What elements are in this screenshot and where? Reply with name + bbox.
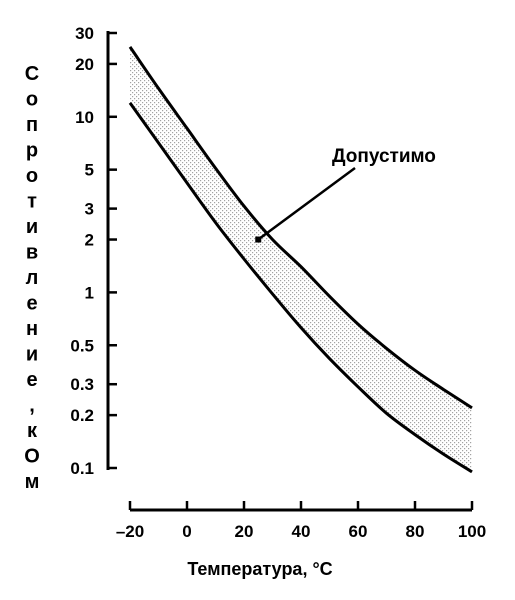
y-tick-label: 0.2 bbox=[70, 406, 94, 425]
y-axis-title-char: в bbox=[26, 242, 38, 264]
curves bbox=[128, 46, 473, 474]
upper-limit-curve bbox=[128, 46, 473, 410]
y-axis-title-char: к bbox=[27, 420, 38, 442]
allowed-band-area bbox=[130, 46, 472, 472]
x-tick-label: 80 bbox=[406, 522, 425, 541]
y-tick-label: 0.5 bbox=[70, 336, 94, 355]
y-axis-title-char: м bbox=[25, 471, 40, 493]
y-tick-label: 2 bbox=[85, 231, 94, 250]
y-axis-title-char: е bbox=[26, 369, 37, 391]
annotation-pointer bbox=[255, 236, 262, 243]
y-tick-label: 3 bbox=[85, 200, 94, 219]
y-axis-title-char: о bbox=[26, 89, 38, 111]
y-tick-label: 20 bbox=[75, 55, 94, 74]
y-tick-label: 0.1 bbox=[70, 459, 94, 478]
annotations: Допустимо bbox=[255, 146, 436, 243]
y-axis-title-char: н bbox=[26, 318, 38, 340]
y-axis-title-char: и bbox=[26, 344, 38, 366]
y-axis-title-char: е bbox=[26, 293, 37, 315]
x-tick-label: 20 bbox=[235, 522, 254, 541]
x-tick-label: 0 bbox=[182, 522, 191, 541]
y-tick-label: 30 bbox=[75, 24, 94, 43]
y-tick-label: 10 bbox=[75, 108, 94, 127]
allowed-band-fill bbox=[130, 46, 472, 472]
y-axis-title-char: о bbox=[26, 165, 38, 187]
annotation-label: Допустимо bbox=[332, 146, 436, 167]
y-tick-label: 0.3 bbox=[70, 375, 94, 394]
y-axis-title-char: п bbox=[26, 114, 38, 136]
y-axis-title-char: О bbox=[24, 446, 40, 468]
y-axis-title-char: р bbox=[26, 140, 38, 162]
x-axis-title: Температура, °С bbox=[187, 559, 332, 579]
lower-limit-curve bbox=[128, 102, 473, 474]
y-axis-title-char: т bbox=[27, 191, 37, 213]
y-axis-title-char: , bbox=[29, 395, 35, 417]
x-axis: –20 0 20 40 60 80 100 bbox=[116, 501, 486, 541]
x-tick-label: 100 bbox=[458, 522, 486, 541]
y-tick-label: 5 bbox=[85, 161, 94, 180]
x-tick-label: 40 bbox=[292, 522, 311, 541]
y-axis: 0.1 0.2 0.3 0.5 1 2 3 5 10 20 30 bbox=[70, 24, 117, 478]
x-tick-label: –20 bbox=[116, 522, 144, 541]
annotation-leader-line bbox=[257, 166, 356, 241]
y-axis-title-char: и bbox=[26, 216, 38, 238]
x-tick-label: 60 bbox=[349, 522, 368, 541]
y-tick-label: 1 bbox=[85, 283, 94, 302]
y-axis-title-char: С bbox=[25, 63, 39, 85]
y-axis-title-char: л bbox=[26, 267, 39, 289]
